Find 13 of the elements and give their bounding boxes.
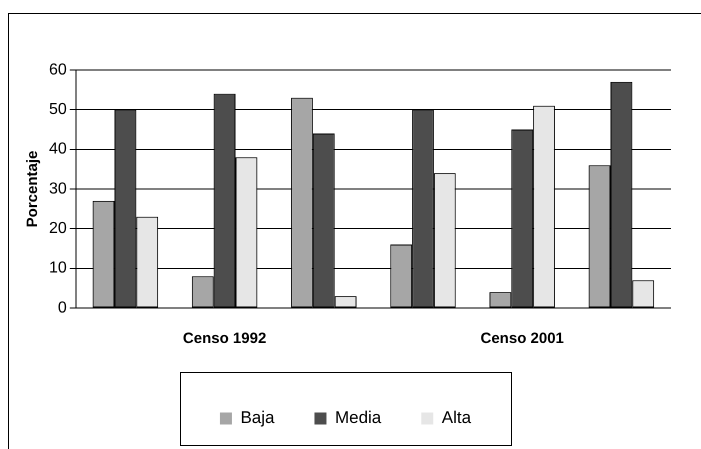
y-tick-label: 10 xyxy=(49,260,67,277)
y-tick-label: 40 xyxy=(49,140,67,158)
y-tick-label: 30 xyxy=(49,180,67,198)
legend-label: Media xyxy=(334,408,382,428)
y-tick-label: 20 xyxy=(49,220,67,238)
y-tick-label: 0 xyxy=(58,299,67,316)
y-tick-label: 50 xyxy=(49,101,67,118)
legend-label: Baja xyxy=(240,408,276,428)
y-tick-label: 60 xyxy=(49,61,67,78)
x-tick-label: Censo 1992 xyxy=(182,330,266,348)
legend-label: Alta xyxy=(442,408,472,428)
y-axis-title: Porcentaje xyxy=(24,150,42,228)
x-tick-label: Censo 2001 xyxy=(480,330,564,348)
